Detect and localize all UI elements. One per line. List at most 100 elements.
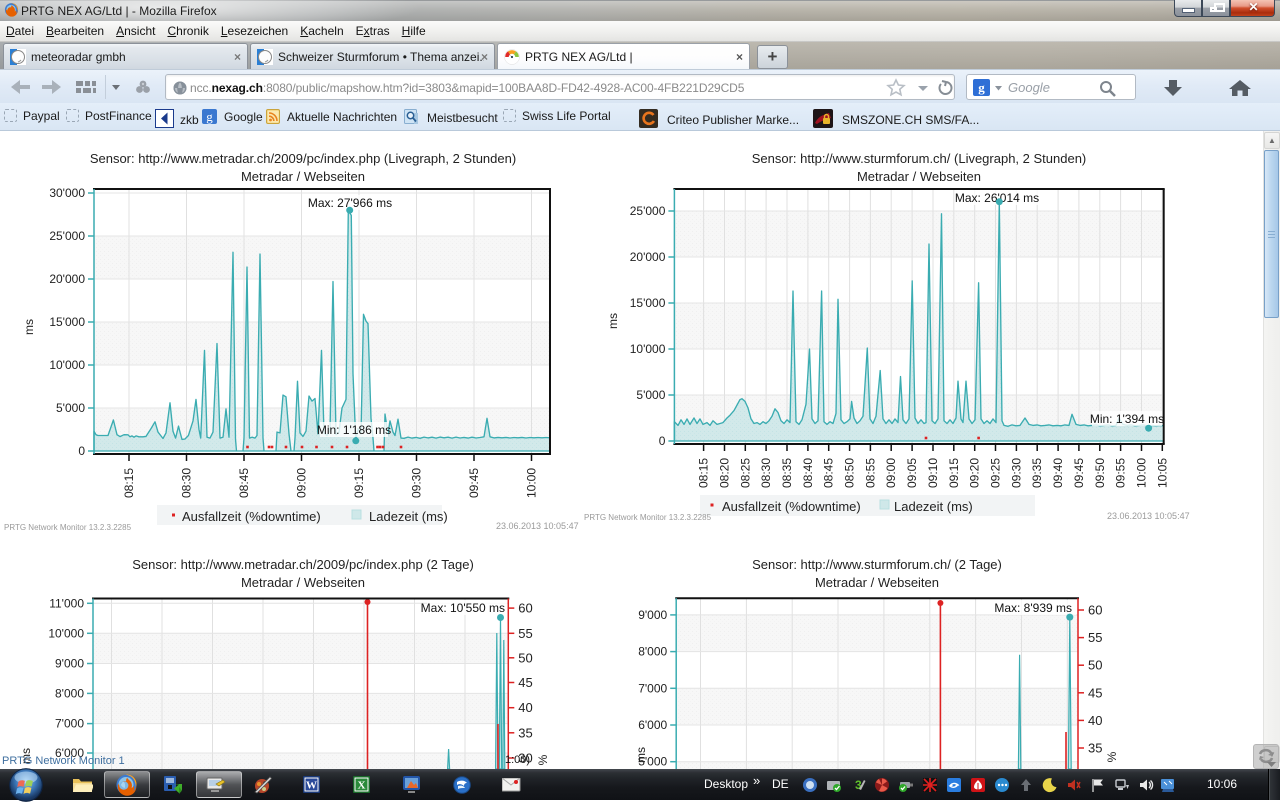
svg-text:Ladezeit (ms): Ladezeit (ms) — [894, 499, 973, 514]
svg-text:09:25: 09:25 — [989, 458, 1003, 488]
svg-text:Metradar / Webseiten: Metradar / Webseiten — [857, 169, 981, 184]
svg-text:15'000: 15'000 — [49, 315, 85, 329]
svg-text:30: 30 — [1088, 768, 1102, 769]
svg-text:6'000: 6'000 — [638, 718, 667, 732]
svg-text:10:00: 10:00 — [525, 468, 539, 498]
svg-text:09:50: 09:50 — [1093, 458, 1107, 488]
svg-text:50: 50 — [1088, 658, 1102, 673]
svg-text:08:15: 08:15 — [122, 468, 136, 498]
svg-text:50: 50 — [518, 650, 532, 665]
svg-text:X: X — [358, 780, 366, 792]
svg-text:PRTG Network Monitor 13.2.3.22: PRTG Network Monitor 13.2.3.2285 — [4, 523, 132, 532]
svg-text:0: 0 — [659, 434, 666, 448]
svg-text:08:15: 08:15 — [697, 458, 711, 488]
svg-text:9'000: 9'000 — [55, 657, 84, 671]
svg-text:60: 60 — [1088, 603, 1102, 618]
svg-text:5'000: 5'000 — [638, 755, 667, 769]
svg-text:25'000: 25'000 — [630, 204, 666, 218]
svg-text:Max: 8'939 ms: Max: 8'939 ms — [994, 601, 1072, 615]
svg-text:08:45: 08:45 — [237, 468, 251, 498]
svg-text:60: 60 — [518, 601, 532, 616]
svg-text:Max: 26'014 ms: Max: 26'014 ms — [955, 191, 1039, 205]
svg-text:08:25: 08:25 — [738, 458, 752, 488]
svg-text:8'000: 8'000 — [55, 686, 84, 700]
svg-text:23.06.2013 10:05:47: 23.06.2013 10:05:47 — [1107, 511, 1190, 521]
svg-text:11'000: 11'000 — [49, 596, 84, 610]
svg-text:8'000: 8'000 — [638, 645, 667, 659]
svg-text:09:30: 09:30 — [1009, 458, 1023, 488]
svg-text:09:00: 09:00 — [295, 468, 309, 498]
svg-text:1:00): 1:00) — [505, 754, 530, 766]
svg-text:Sensor: http://www.sturmforum.: Sensor: http://www.sturmforum.ch/ (2 Tag… — [752, 557, 1002, 572]
svg-text:09:00: 09:00 — [884, 458, 898, 488]
svg-text:08:30: 08:30 — [180, 468, 194, 498]
svg-text:20'000: 20'000 — [630, 250, 666, 264]
svg-text:9'000: 9'000 — [638, 608, 667, 622]
svg-text:08:30: 08:30 — [759, 458, 773, 488]
svg-text:09:05: 09:05 — [905, 458, 919, 488]
svg-text:09:55: 09:55 — [1114, 458, 1128, 488]
svg-text:0: 0 — [78, 444, 85, 458]
svg-text:Sensor: http://www.metradar.ch: Sensor: http://www.metradar.ch/2009/pc/i… — [132, 557, 474, 572]
svg-text:ms: ms — [22, 319, 36, 335]
svg-text:Metradar / Webseiten: Metradar / Webseiten — [241, 169, 365, 184]
svg-text:40: 40 — [1088, 713, 1102, 728]
svg-text:20'000: 20'000 — [49, 272, 85, 286]
svg-text:Min: 1'394 ms: Min: 1'394 ms — [1090, 412, 1164, 426]
svg-text:Min: 1'186 ms: Min: 1'186 ms — [317, 423, 391, 437]
svg-text:g: g — [978, 80, 985, 95]
svg-text:23.06.2013 10:05:47: 23.06.2013 10:05:47 — [496, 521, 579, 531]
svg-text:Ausfallzeit (%downtime): Ausfallzeit (%downtime) — [722, 499, 861, 514]
svg-text:08:55: 08:55 — [863, 458, 877, 488]
svg-text:Metradar / Webseiten: Metradar / Webseiten — [241, 575, 365, 590]
svg-text:Ausfallzeit (%downtime): Ausfallzeit (%downtime) — [182, 509, 321, 524]
svg-text:09:35: 09:35 — [1030, 458, 1044, 488]
svg-text:09:40: 09:40 — [1051, 458, 1065, 488]
svg-text:09:15: 09:15 — [352, 468, 366, 498]
svg-text:5'000: 5'000 — [56, 401, 85, 415]
svg-text:35: 35 — [1088, 741, 1102, 756]
svg-text:PRTG Network Monitor 13.2.3.22: PRTG Network Monitor 13.2.3.2285 — [584, 513, 712, 522]
svg-text:08:35: 08:35 — [780, 458, 794, 488]
svg-text:5'000: 5'000 — [636, 388, 665, 402]
svg-text:Metradar / Webseiten: Metradar / Webseiten — [815, 575, 939, 590]
svg-text:45: 45 — [518, 675, 532, 690]
svg-text:ms: ms — [634, 747, 648, 763]
svg-text:09:45: 09:45 — [467, 468, 481, 498]
svg-text:%: % — [536, 754, 550, 765]
svg-text:10:05: 10:05 — [1155, 458, 1169, 488]
svg-text:Sensor: http://www.sturmforum.: Sensor: http://www.sturmforum.ch/ (Liveg… — [752, 151, 1087, 166]
svg-text:PRTG Network Monitor 1: PRTG Network Monitor 1 — [2, 755, 125, 767]
svg-text:W: W — [306, 780, 317, 792]
svg-text:09:20: 09:20 — [968, 458, 982, 488]
svg-text:7'000: 7'000 — [638, 681, 667, 695]
svg-text:15'000: 15'000 — [630, 296, 666, 310]
svg-text:30'000: 30'000 — [49, 186, 85, 200]
svg-text:55: 55 — [518, 626, 532, 641]
svg-text:Sensor: http://www.metradar.ch: Sensor: http://www.metradar.ch/2009/pc/i… — [90, 151, 516, 166]
svg-text:09:10: 09:10 — [926, 458, 940, 488]
svg-text:09:15: 09:15 — [947, 458, 961, 488]
svg-text:10:00: 10:00 — [1135, 458, 1149, 488]
svg-text:09:30: 09:30 — [410, 468, 424, 498]
svg-text:6'000: 6'000 — [55, 746, 84, 760]
svg-text:g: g — [206, 109, 213, 124]
svg-text:Ladezeit (ms): Ladezeit (ms) — [369, 509, 448, 524]
svg-text:08:20: 08:20 — [718, 458, 732, 488]
svg-text:Max: 27'966 ms: Max: 27'966 ms — [308, 196, 392, 210]
svg-text:Max: 10'550 ms: Max: 10'550 ms — [421, 601, 505, 615]
svg-text:08:45: 08:45 — [822, 458, 836, 488]
svg-text:08:40: 08:40 — [801, 458, 815, 488]
svg-text:45: 45 — [1088, 685, 1102, 700]
svg-text:55: 55 — [1088, 630, 1102, 645]
svg-text:ms: ms — [19, 748, 33, 764]
svg-text:40: 40 — [518, 700, 532, 715]
svg-text:%: % — [1105, 751, 1119, 762]
svg-text:7'000: 7'000 — [55, 717, 84, 731]
svg-text:25'000: 25'000 — [49, 229, 85, 243]
svg-text:09:45: 09:45 — [1072, 458, 1086, 488]
svg-text:30: 30 — [518, 751, 532, 766]
svg-text:08:50: 08:50 — [843, 458, 857, 488]
svg-text:3: 3 — [855, 778, 862, 792]
svg-text:ms: ms — [606, 313, 620, 329]
